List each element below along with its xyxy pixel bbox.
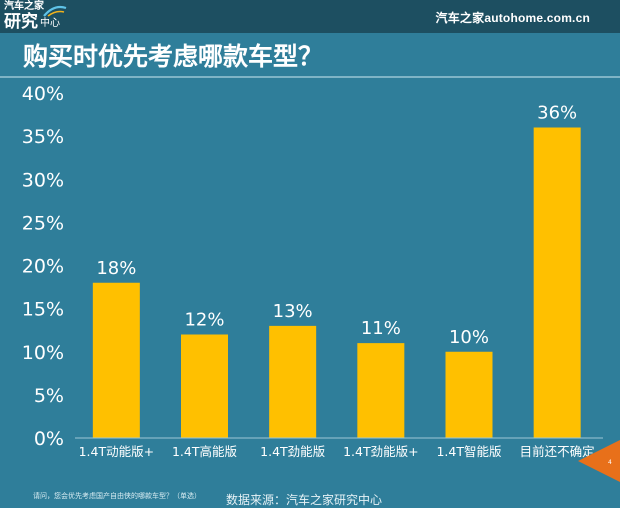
- bar-value-label: 12%: [184, 310, 224, 331]
- bar-6: [533, 127, 581, 438]
- title-divider: [0, 76, 620, 78]
- logo-top-text: 汽车之家: [4, 1, 44, 12]
- bar-3: [269, 325, 317, 438]
- bar-value-label: 11%: [361, 318, 401, 339]
- page-number: 4: [608, 459, 612, 466]
- logo-sub-text: 中心: [40, 18, 60, 29]
- bar-value-label: 13%: [273, 301, 313, 322]
- y-tick-label: 20%: [22, 256, 64, 278]
- category-label: 1.4T劲能版: [260, 444, 326, 459]
- page-title: 购买时优先考虑哪款车型？: [23, 42, 324, 71]
- y-tick-label: 0%: [34, 428, 64, 450]
- category-label: 1.4T劲能版+: [343, 444, 419, 459]
- bar-5: [445, 351, 493, 438]
- bar-4: [357, 343, 405, 438]
- top-banner: 汽车之家 研究 中心 汽车之家autohome.com.cn: [0, 0, 620, 33]
- autohome-brand: 汽车之家autohome.com.cn: [435, 11, 590, 25]
- y-tick-label: 15%: [22, 299, 64, 321]
- category-label: 1.4T智能版: [436, 444, 502, 459]
- data-source-note: 数据来源：汽车之家研究中心: [226, 493, 383, 507]
- y-tick-label: 5%: [34, 385, 64, 407]
- category-label: 1.4T高能版: [172, 444, 238, 459]
- y-tick-label: 10%: [22, 342, 64, 364]
- y-tick-label: 40%: [22, 83, 64, 105]
- logo-swoosh-icon: [43, 5, 67, 17]
- survey-question-note: 请问，您会优先考虑国产自由侠的哪款车型？（单选）: [33, 492, 201, 500]
- bar-value-label: 18%: [96, 258, 136, 279]
- research-center-logo: 汽车之家 研究 中心: [2, 1, 82, 32]
- bar-2: [181, 334, 228, 438]
- y-tick-label: 35%: [22, 126, 64, 148]
- page-number-tab: 4: [578, 440, 620, 482]
- y-tick-label: 25%: [22, 212, 64, 234]
- bar-value-label: 10%: [449, 327, 489, 348]
- bar-value-label: 36%: [537, 103, 577, 124]
- y-tick-label: 30%: [22, 169, 64, 191]
- page-tab-arrow-icon: [578, 440, 620, 482]
- category-label: 1.4T动能版+: [79, 444, 155, 459]
- bar-1: [92, 282, 140, 438]
- category-label: 目前还不确定: [520, 444, 595, 459]
- logo-main-text: 研究: [4, 12, 38, 32]
